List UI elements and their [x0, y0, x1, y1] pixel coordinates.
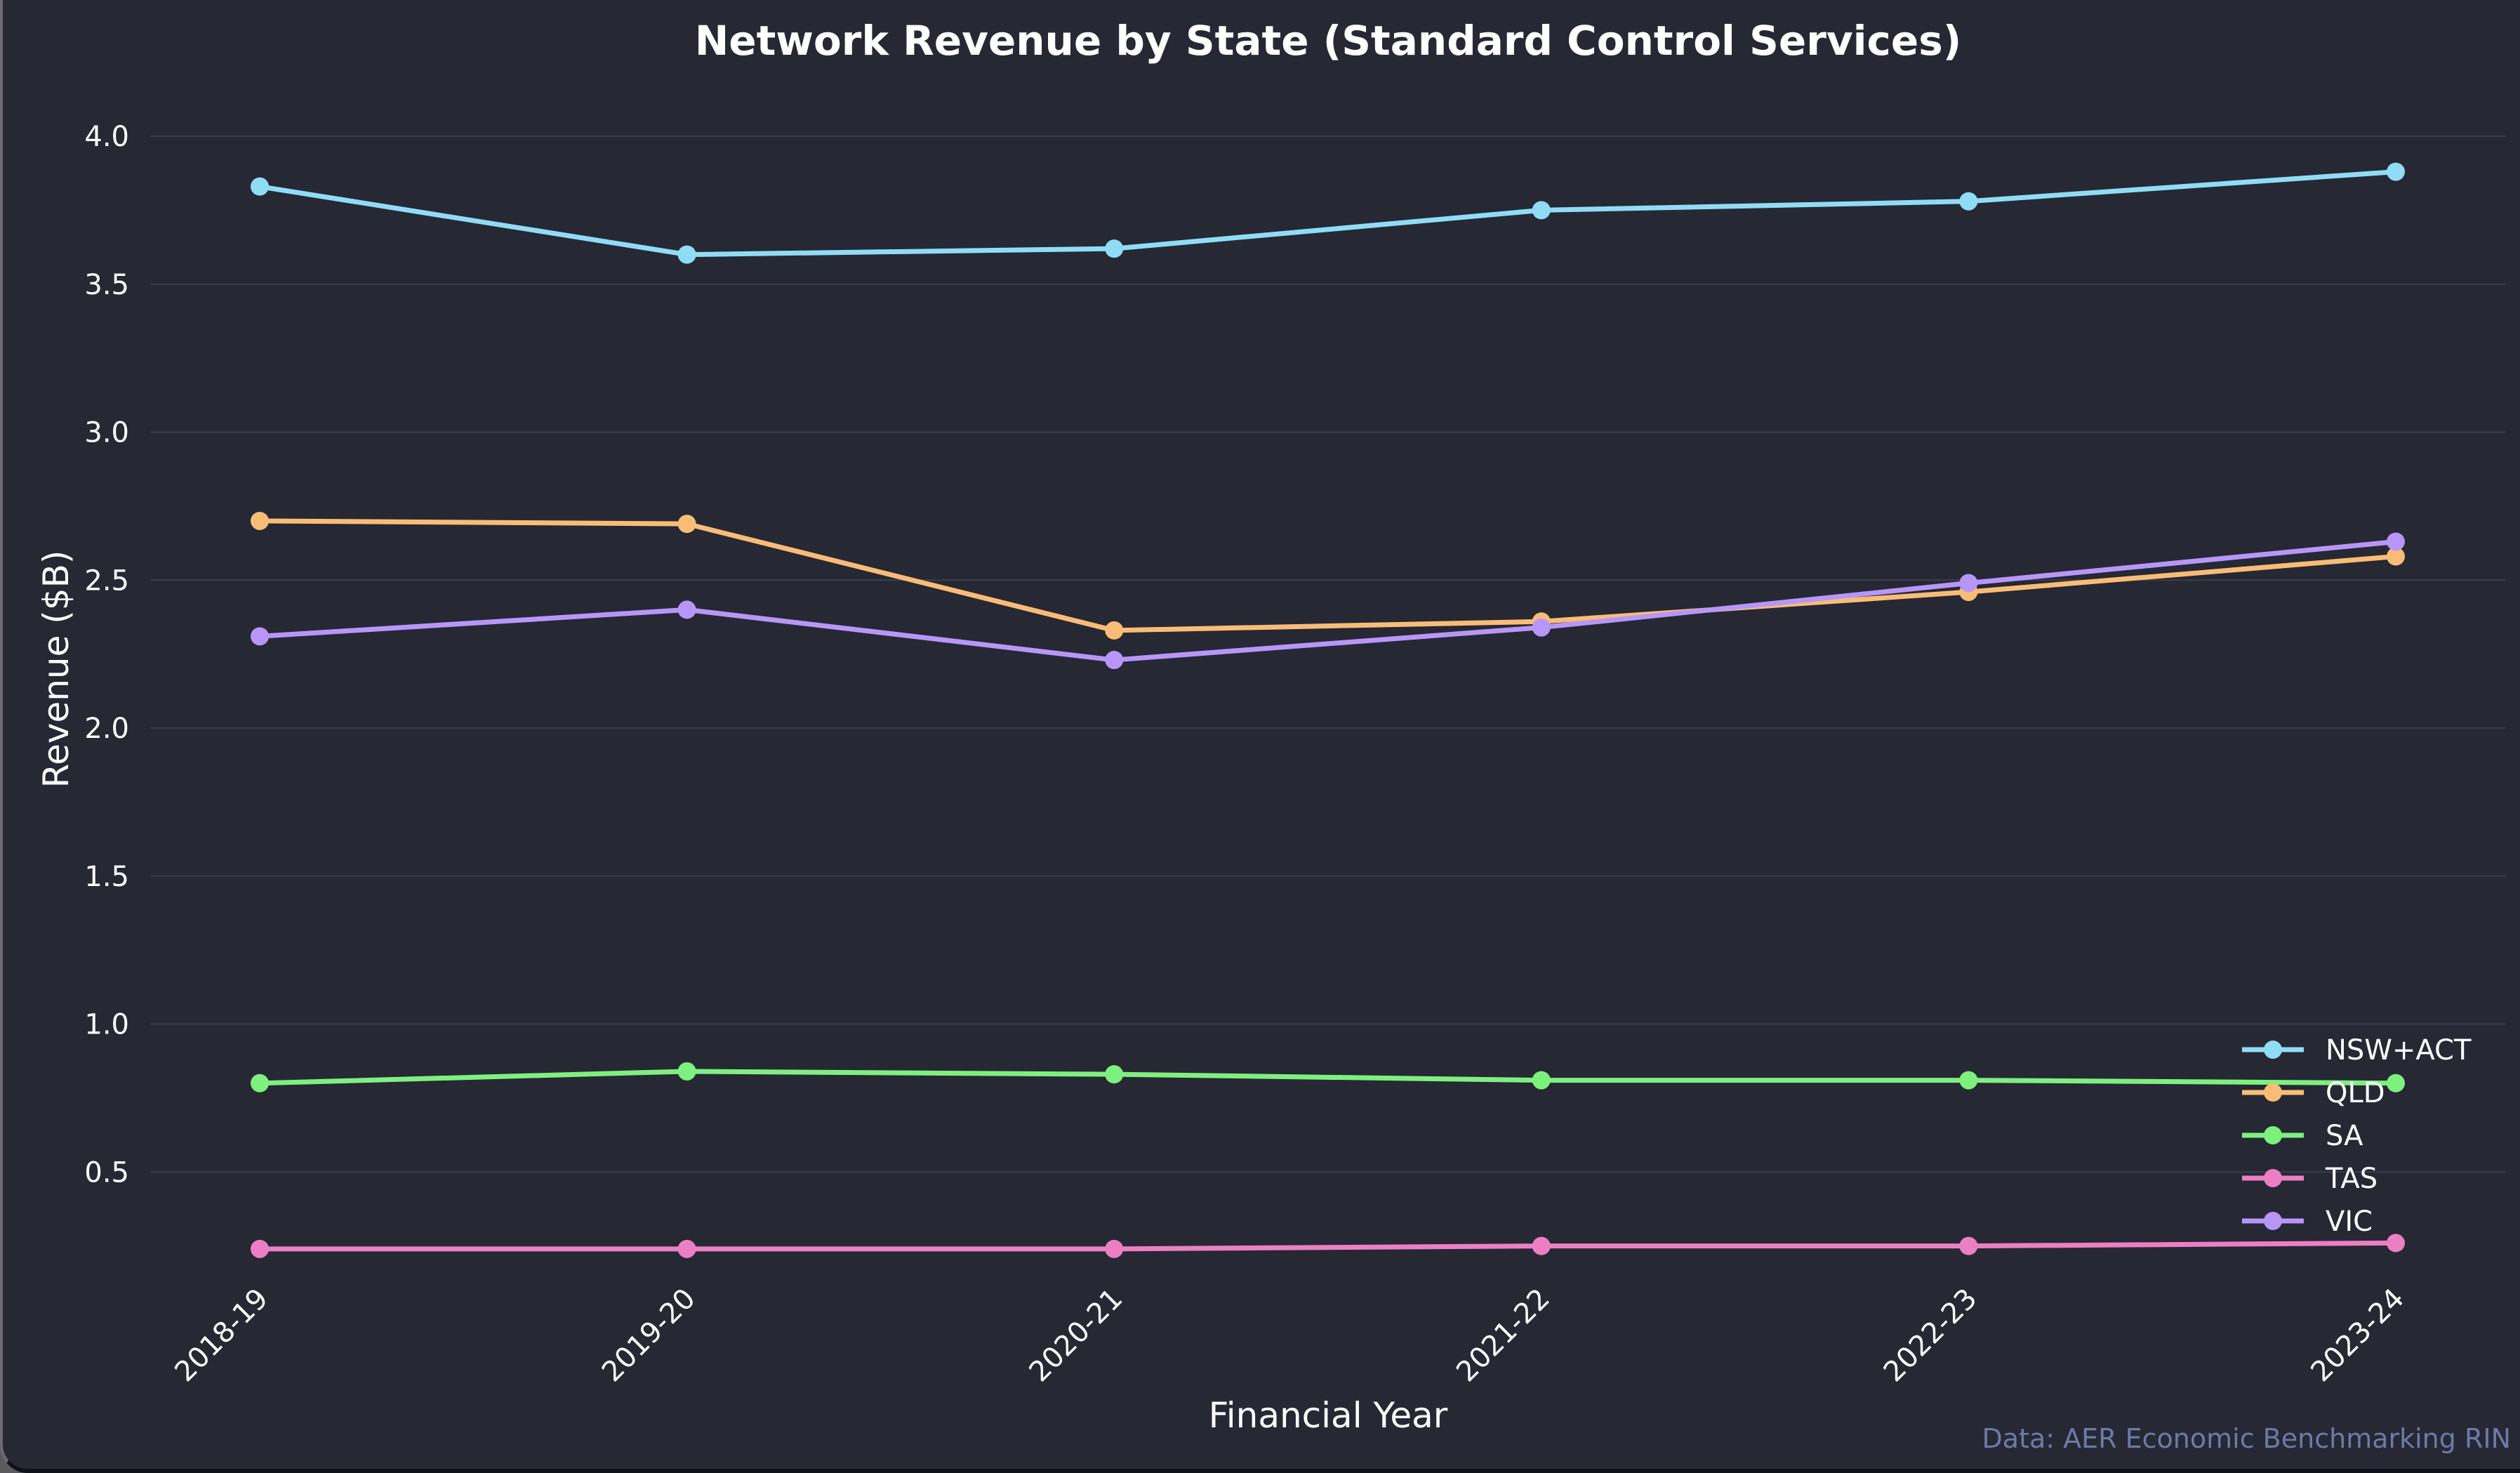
legend-swatch-marker	[2264, 1041, 2282, 1059]
y-tick-label: 3.5	[84, 269, 129, 301]
data-point-vic	[677, 600, 696, 619]
data-point-tas	[1532, 1236, 1551, 1255]
legend-swatch-marker	[2264, 1212, 2282, 1230]
legend-swatch-marker	[2264, 1126, 2282, 1144]
series-vic	[251, 532, 2405, 670]
legend-item-nsw-act: NSW+ACT	[2242, 1034, 2472, 1066]
data-point-vic	[1105, 651, 1124, 670]
y-tick-label: 4.0	[84, 121, 129, 153]
legend-swatch-marker	[2264, 1169, 2282, 1187]
y-axis-label: Revenue ($B)	[36, 550, 77, 788]
series-tas	[251, 1234, 2405, 1258]
y-tick-label: 1.5	[84, 861, 129, 893]
data-point-nsw-act	[2387, 162, 2405, 181]
line-chart: Network Revenue by State (Standard Contr…	[36, 17, 2511, 1454]
data-point-sa	[2387, 1074, 2405, 1092]
series-line-sa	[257, 1069, 2399, 1086]
data-point-nsw-act	[677, 245, 696, 264]
x-tick-label: 2023-24	[2305, 1283, 2410, 1389]
data-source-credit: Data: AER Economic Benchmarking RIN	[1982, 1423, 2511, 1454]
x-tick-label: 2022-23	[1878, 1283, 1984, 1389]
data-point-sa	[1532, 1071, 1551, 1090]
data-point-tas	[251, 1239, 269, 1258]
data-point-nsw-act	[1959, 192, 1978, 211]
data-point-vic	[2387, 532, 2405, 551]
data-point-tas	[1959, 1236, 1978, 1255]
data-point-qld	[2387, 547, 2405, 566]
data-point-tas	[2387, 1234, 2405, 1253]
data-point-nsw-act	[1532, 201, 1551, 220]
data-point-nsw-act	[251, 177, 269, 196]
legend-label: SA	[2326, 1120, 2363, 1152]
legend-label: TAS	[2325, 1163, 2378, 1195]
gridlines	[150, 136, 2506, 1173]
series-line-tas	[257, 1240, 2399, 1252]
x-axis-ticks: 2018-19 2019-20 2020-21 2021-22 2022-23 2023-…	[168, 1283, 2410, 1389]
series-nsw-act	[251, 162, 2405, 264]
y-tick-label: 2.5	[84, 564, 129, 597]
x-tick-label: 2019-20	[596, 1283, 702, 1389]
y-tick-label: 3.0	[84, 417, 129, 449]
x-tick-label: 2021-22	[1450, 1283, 1556, 1389]
y-tick-label: 0.5	[84, 1156, 129, 1189]
series-sa	[251, 1062, 2405, 1092]
data-point-sa	[1105, 1065, 1124, 1084]
data-point-qld	[677, 515, 696, 534]
legend-label: VIC	[2326, 1206, 2373, 1238]
legend-item-vic: VIC	[2242, 1206, 2373, 1238]
chart-title: Network Revenue by State (Standard Contr…	[695, 17, 1962, 65]
series-line-qld	[257, 518, 2399, 633]
data-point-sa	[1959, 1071, 1978, 1090]
data-point-tas	[677, 1239, 696, 1258]
x-axis-label: Financial Year	[1209, 1395, 1448, 1436]
series-lines	[251, 162, 2405, 1258]
data-point-vic	[1959, 574, 1978, 593]
legend-item-qld: QLD	[2242, 1077, 2385, 1109]
x-tick-label: 2020-21	[1023, 1283, 1129, 1389]
legend-item-tas: TAS	[2242, 1163, 2378, 1195]
legend-item-sa: SA	[2242, 1120, 2363, 1152]
y-axis-ticks: 0.5 1.0 1.5 2.0 2.5 3.0 3.5 4.0	[84, 121, 129, 1189]
legend-label: NSW+ACT	[2326, 1034, 2472, 1066]
data-point-nsw-act	[1105, 239, 1124, 258]
y-tick-label: 2.0	[84, 713, 129, 745]
legend: NSW+ACT QLD SA TAS VIC	[2242, 1034, 2472, 1238]
data-point-tas	[1105, 1239, 1124, 1258]
data-point-vic	[251, 627, 269, 646]
data-point-qld	[1105, 621, 1124, 640]
x-tick-label: 2018-19	[168, 1283, 274, 1389]
series-line-vic	[257, 539, 2399, 663]
data-point-vic	[1532, 618, 1551, 637]
series-line-nsw-act	[257, 169, 2399, 258]
data-point-sa	[251, 1074, 269, 1092]
data-point-qld	[251, 511, 269, 530]
legend-label: QLD	[2326, 1077, 2385, 1109]
y-tick-label: 1.0	[84, 1009, 129, 1041]
legend-swatch-marker	[2264, 1083, 2282, 1102]
series-qld	[251, 511, 2405, 640]
data-point-sa	[677, 1062, 696, 1081]
